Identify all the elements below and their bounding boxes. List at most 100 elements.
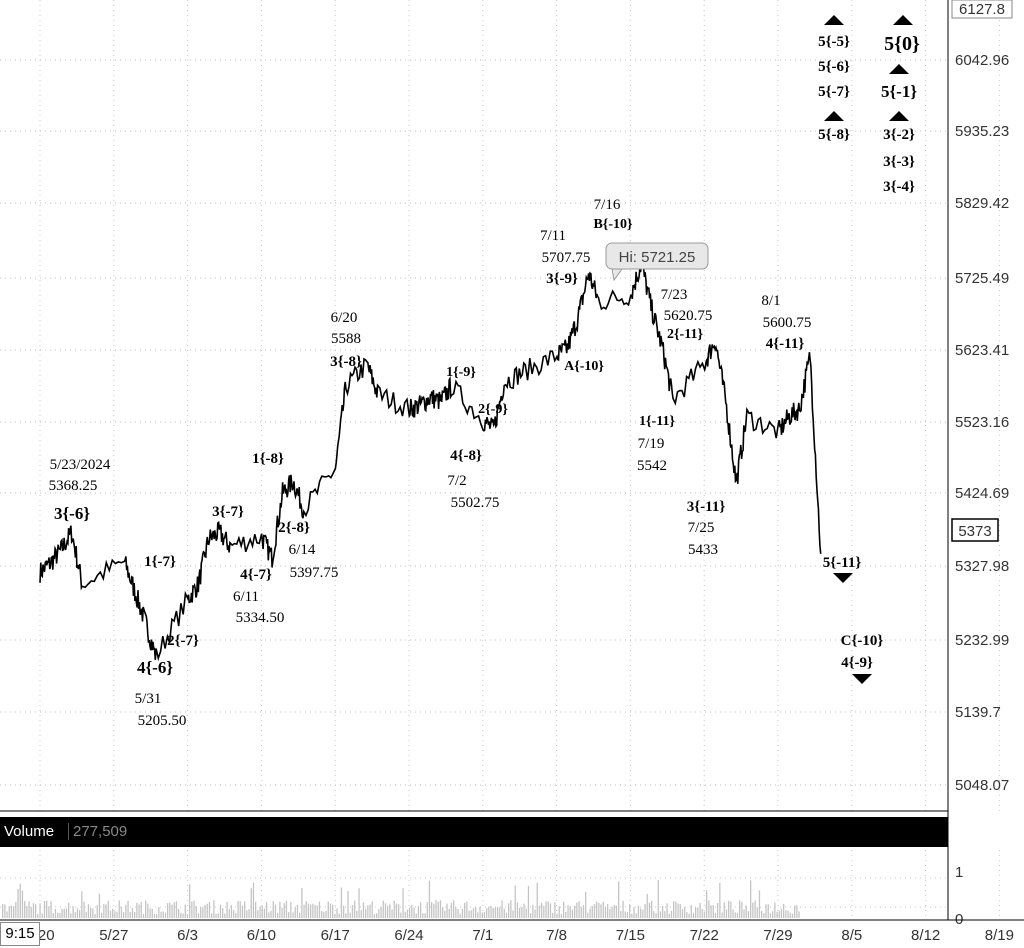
volume-bar (43, 901, 46, 918)
volume-bar (248, 909, 250, 918)
volume-bar (145, 900, 147, 918)
grid-lines (0, 0, 1000, 920)
volume-bar (486, 908, 488, 918)
volume-bar (521, 907, 523, 918)
wave-label: 4{-6} (137, 658, 173, 677)
volume-bar (338, 913, 340, 918)
volume-bar (279, 901, 281, 918)
volume-bar (560, 913, 563, 918)
volume-bar (2, 904, 4, 918)
volume-bar (697, 907, 699, 918)
wave-annotations: 5/23/2024 5368.25 3{-6} 1{-7} 2{-7} 4{-6} 5/31… (49, 15, 920, 729)
volume-bar (175, 901, 178, 918)
volume-bar (673, 901, 675, 918)
volume-bar (87, 904, 90, 918)
volume-bar (268, 912, 270, 918)
wave-label: 3{-9} (546, 271, 578, 287)
volume-bar (629, 904, 631, 918)
volume-bar (772, 911, 774, 918)
annotation-date: 5/23/2024 (50, 457, 111, 473)
volume-bar (329, 903, 332, 918)
volume-bar (499, 907, 501, 918)
volume-bar (112, 908, 114, 918)
volume-bar (745, 905, 747, 918)
volume-bar (140, 902, 142, 918)
up-triangle-icon (893, 15, 913, 25)
volume-bar (758, 890, 761, 918)
volume-bar (479, 907, 481, 918)
volume-bar (626, 912, 629, 918)
volume-bar (725, 909, 728, 918)
volume-bar (213, 900, 215, 918)
volume-bar (129, 911, 131, 918)
volume-bar (516, 902, 519, 918)
volume-bar (48, 906, 50, 918)
volume-bar (642, 909, 644, 918)
volume-bar (404, 911, 406, 918)
wave-label: 5{-8} (818, 127, 850, 143)
volume-bar (362, 902, 365, 918)
wave-label: 5{-1} (881, 82, 917, 101)
volume-bar (532, 904, 534, 918)
y-tick-label: 6042.96 (955, 52, 1009, 69)
volume-bar (490, 906, 492, 918)
volume-bar (76, 908, 79, 918)
volume-bar (618, 881, 620, 918)
volume-bar (681, 909, 684, 918)
volume-bar (312, 903, 314, 918)
volume-bar (508, 903, 510, 918)
volume-bar (666, 903, 668, 918)
x-tick-label: 7/15 (616, 927, 645, 944)
volume-bar (604, 907, 607, 918)
wave-label: 5{-5} (818, 34, 850, 50)
x-tick-label: 7/8 (546, 927, 567, 944)
volume-bar (387, 905, 389, 918)
volume-bar (789, 912, 791, 918)
volume-bar (235, 912, 237, 918)
wave-label: 4{-8} (450, 448, 482, 464)
volume-bar (158, 907, 160, 918)
wave-label: C{-10} (841, 633, 884, 649)
volume-bar (593, 904, 596, 918)
y-tick-label: 5623.41 (955, 342, 1009, 359)
volume-bar (46, 900, 48, 918)
volume-bar (774, 902, 776, 918)
volume-bar (505, 912, 508, 918)
volume-bar (391, 909, 393, 918)
wave-label: 2{-9} (478, 402, 508, 417)
annotation-date: 6/20 (331, 310, 358, 326)
annotation-date: 7/11 (540, 228, 566, 244)
volume-bar (358, 888, 360, 918)
volume-bar (708, 900, 710, 918)
volume-bar (98, 893, 101, 918)
volume-bar (607, 904, 609, 918)
volume-bar (290, 902, 292, 918)
volume-bar (202, 906, 204, 918)
volume-bar (635, 913, 637, 918)
volume-bar (63, 908, 65, 918)
volume-bar (664, 911, 666, 918)
volume-bar (646, 893, 648, 918)
volume-bar (288, 912, 290, 918)
volume-bar (351, 905, 354, 918)
volume-bar (380, 907, 382, 918)
volume-bar (101, 912, 103, 918)
volume-bar (578, 901, 580, 918)
volume-bar (90, 907, 92, 918)
volume-bar (589, 908, 591, 918)
volume-bar (677, 903, 679, 918)
volume-bar (162, 911, 164, 918)
volume-bar (420, 902, 422, 918)
x-tick-label: 7/22 (690, 927, 719, 944)
volume-bar (497, 907, 499, 918)
volume-bar (164, 912, 167, 918)
wave-label: 1{-9} (446, 365, 476, 380)
volume-bar (679, 903, 681, 918)
wave-label: 2{-7} (167, 633, 199, 649)
volume-bar (585, 892, 587, 918)
annotation-price: 5542 (637, 458, 667, 474)
volume-bar (728, 900, 730, 918)
volume-bar (483, 912, 486, 918)
last-price-badge: 5373 (951, 518, 999, 542)
